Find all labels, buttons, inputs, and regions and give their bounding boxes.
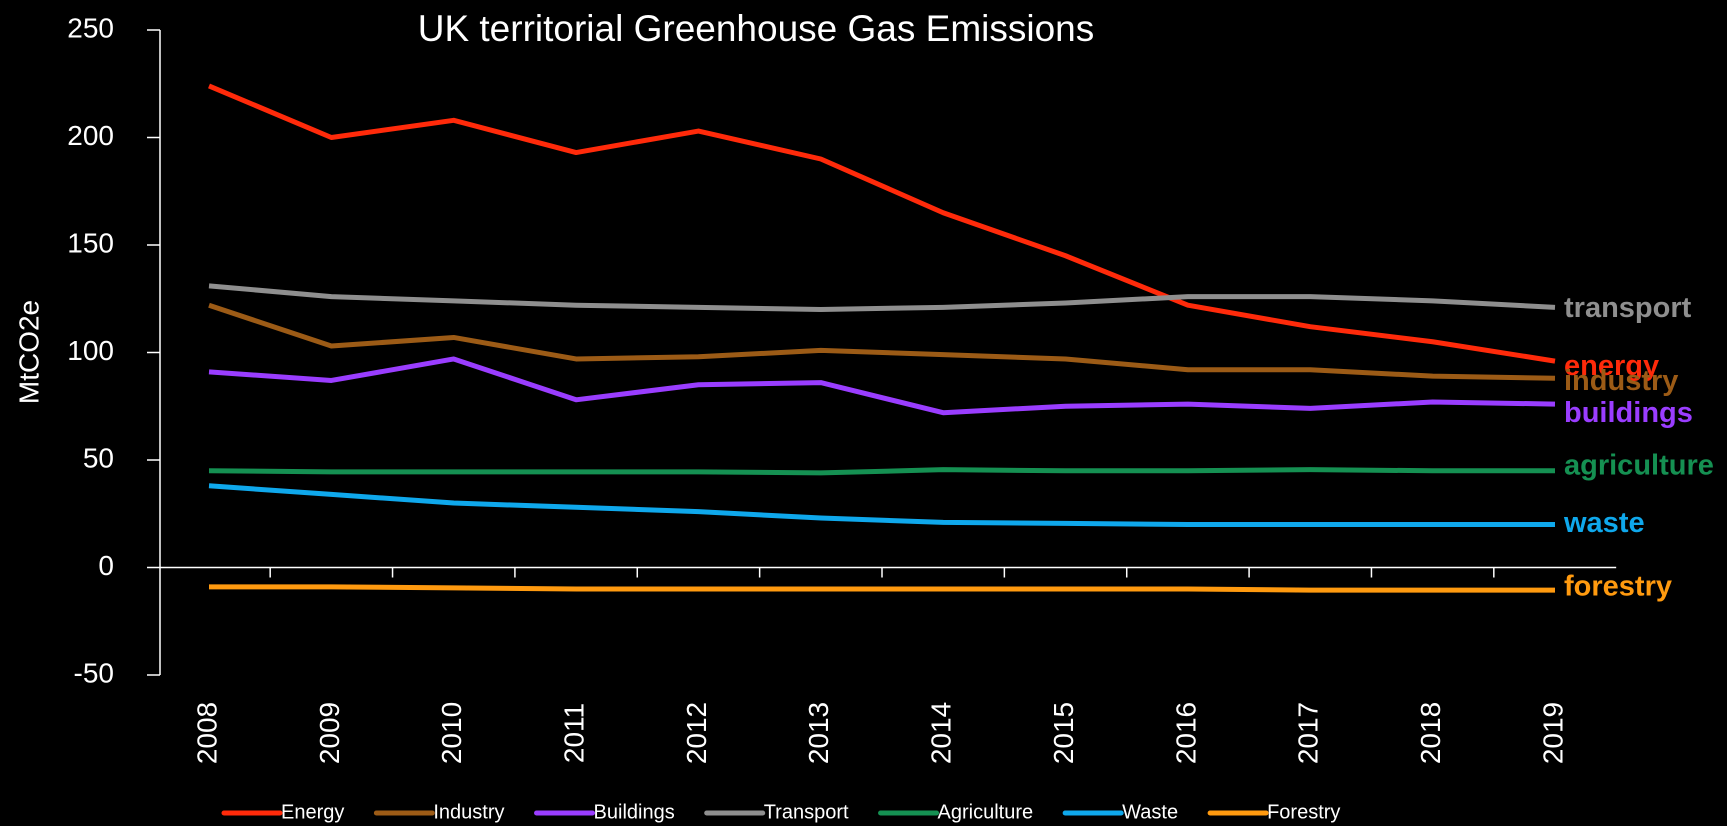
y-tick-label: 150: [67, 227, 114, 258]
x-tick-label: 2012: [681, 702, 712, 764]
series-line: [208, 483, 1555, 527]
series-line: [208, 83, 1556, 364]
legend-label: Waste: [1122, 801, 1178, 823]
series-line: [208, 302, 1556, 381]
legend-label: Agriculture: [938, 801, 1034, 823]
series-end-label: industry: [1564, 365, 1678, 397]
x-tick-label: 2017: [1293, 702, 1324, 764]
series-end-label: agriculture: [1564, 449, 1714, 481]
series-end-label: transport: [1564, 292, 1692, 324]
x-tick-label: 2008: [191, 702, 222, 764]
series-end-label: energy: [1564, 350, 1659, 382]
y-tick-label: -50: [74, 657, 114, 688]
chart-title: UK territorial Greenhouse Gas Emissions: [418, 8, 1095, 49]
series-end-label: forestry: [1564, 571, 1672, 603]
y-axis-label: MtCO2e: [13, 300, 44, 404]
y-tick-label: 250: [67, 12, 114, 43]
legend-label: Buildings: [594, 801, 675, 823]
series-line: [208, 283, 1556, 312]
series-line: [209, 584, 1555, 593]
series-end-label: waste: [1563, 507, 1645, 539]
x-tick-label: 2016: [1170, 702, 1201, 764]
legend-label: Energy: [281, 801, 344, 823]
legend-label: Transport: [764, 801, 849, 823]
series-end-label: buildings: [1564, 397, 1693, 429]
x-tick-label: 2009: [314, 702, 345, 764]
series-line: [208, 467, 1555, 476]
y-tick-label: 100: [67, 335, 114, 366]
y-tick-label: 0: [98, 550, 114, 581]
y-tick-label: 200: [67, 120, 114, 151]
x-tick-label: 2013: [803, 702, 834, 764]
x-tick-label: 2014: [926, 702, 957, 764]
y-tick-label: 50: [83, 442, 114, 473]
series-line: [208, 356, 1556, 416]
x-tick-label: 2010: [436, 702, 467, 764]
legend-label: Industry: [433, 801, 504, 823]
x-tick-label: 2011: [558, 703, 589, 763]
x-tick-label: 2015: [1048, 702, 1079, 764]
x-tick-label: 2018: [1415, 702, 1446, 764]
x-tick-label: 2019: [1537, 702, 1568, 764]
legend-label: Forestry: [1267, 801, 1340, 823]
